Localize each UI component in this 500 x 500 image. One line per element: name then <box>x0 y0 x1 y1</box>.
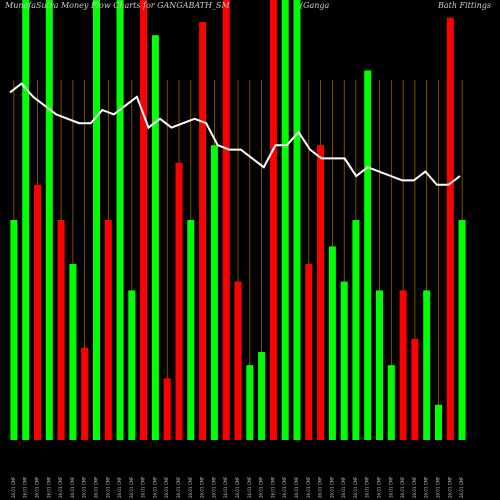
x-tick-label: 26.01 CMF <box>247 476 252 498</box>
bar-up <box>387 365 395 440</box>
x-tick-label: 26.01 CMF <box>388 476 393 498</box>
x-tick-label: 26.01 CMF <box>46 476 51 498</box>
bar-down <box>269 0 277 440</box>
bar-up <box>293 0 301 440</box>
x-tick-label: 26.01 CMF <box>235 476 240 498</box>
chart-title: MunafaSutra Money Flow Charts for GANGAB… <box>4 1 230 10</box>
bar-up <box>423 290 431 440</box>
x-tick-label: 26.01 CMF <box>329 476 334 498</box>
bar-up <box>69 264 77 440</box>
bar-down <box>57 220 65 440</box>
x-tick-label: 26.01 CMF <box>223 476 228 498</box>
x-tick-label: 26.01 CMF <box>211 476 216 498</box>
bar-down <box>163 378 171 440</box>
bar-down <box>222 0 230 440</box>
x-tick-label: 26.01 CMF <box>270 476 275 498</box>
x-tick-label: 26.01 CMF <box>200 476 205 498</box>
x-tick-label: 26.01 CMF <box>152 476 157 498</box>
x-tick-label: 26.01 CMF <box>353 476 358 498</box>
x-tick-label: 26.01 CMF <box>282 476 287 498</box>
x-tick-label: 26.01 CMF <box>11 476 16 498</box>
bar-series <box>10 0 466 441</box>
bar-up <box>93 0 100 440</box>
x-tick-label: 26.01 CMF <box>294 476 299 498</box>
money-flow-line <box>9 82 461 186</box>
bar-down <box>81 347 89 440</box>
x-tick-label: 26.01 CMF <box>318 476 323 498</box>
x-tick-label: 26.01 CMF <box>35 476 40 498</box>
bar-up <box>281 0 289 440</box>
bar-down <box>446 17 454 440</box>
bar-up <box>151 35 159 440</box>
bar-up <box>352 220 360 440</box>
bar-down <box>104 220 112 440</box>
x-tick-label: 26.01 CMF <box>105 476 110 498</box>
bar-up <box>258 352 266 440</box>
x-tick-label: 26.01 CMF <box>58 476 63 498</box>
x-tick-label: 26.01 CMF <box>341 476 346 498</box>
x-tick-label: 26.01 CMF <box>400 476 405 498</box>
bar-up <box>364 70 372 441</box>
x-tick-label: 26.01 CMF <box>377 476 382 498</box>
bar-down <box>175 162 183 441</box>
bar-up <box>116 0 124 440</box>
bar-down <box>317 145 325 440</box>
bar-up <box>340 281 348 440</box>
x-tick-label: 26.01 CMF <box>436 476 441 498</box>
x-tick-label: 26.01 CMF <box>70 476 75 498</box>
x-tick-label: 26.01 CMF <box>459 476 464 498</box>
x-tick-label: 26.01 CMF <box>306 476 311 498</box>
bar-up <box>10 220 18 440</box>
x-tick-label: 26.01 CMF <box>447 476 452 498</box>
x-tick-label: 26.01 CMF <box>82 476 87 498</box>
x-tick-label: 26.01 CMF <box>94 476 99 498</box>
x-tick-label: 26.01 CMF <box>23 476 28 498</box>
bar-up <box>458 220 466 440</box>
bar-up <box>328 246 336 440</box>
bar-down <box>34 184 41 440</box>
x-tick-label: 26.01 CMF <box>141 476 146 498</box>
x-tick-label: 26.01 CMF <box>259 476 264 498</box>
chart-title-right: (Ganga <box>300 1 330 10</box>
bar-down <box>305 264 313 440</box>
bar-down <box>411 338 419 440</box>
x-tick-label: 26.01 CMF <box>188 476 193 498</box>
chart-title-far-right: Bath Fittings <box>437 1 491 10</box>
x-tick-label: 26.01 CMF <box>117 476 122 498</box>
bar-down <box>140 0 148 440</box>
bar-up <box>22 0 30 440</box>
bar-up <box>435 404 442 440</box>
x-axis-ticks: 26.01 CMF 26.01 CMF 26.01 CMF 26.01 CMF 26.0… <box>11 476 464 498</box>
x-tick-label: 26.01 CMF <box>424 476 429 498</box>
bar-up <box>128 290 136 440</box>
bar-up <box>376 290 383 440</box>
x-tick-label: 26.01 CMF <box>164 476 169 498</box>
bar-down <box>234 281 242 440</box>
bar-up <box>210 145 218 440</box>
bar-down <box>399 290 407 440</box>
bar-up <box>187 220 195 440</box>
x-tick-label: 26.01 CMF <box>365 476 370 498</box>
x-tick-label: 26.01 CMF <box>176 476 181 498</box>
x-tick-label: 26.01 CMF <box>412 476 417 498</box>
bar-down <box>199 22 207 440</box>
x-tick-label: 26.01 CMF <box>129 476 134 498</box>
bar-up <box>45 0 53 440</box>
bar-up <box>246 365 254 440</box>
